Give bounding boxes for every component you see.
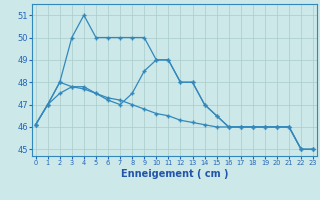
- X-axis label: Enneigement ( cm ): Enneigement ( cm ): [121, 169, 228, 179]
